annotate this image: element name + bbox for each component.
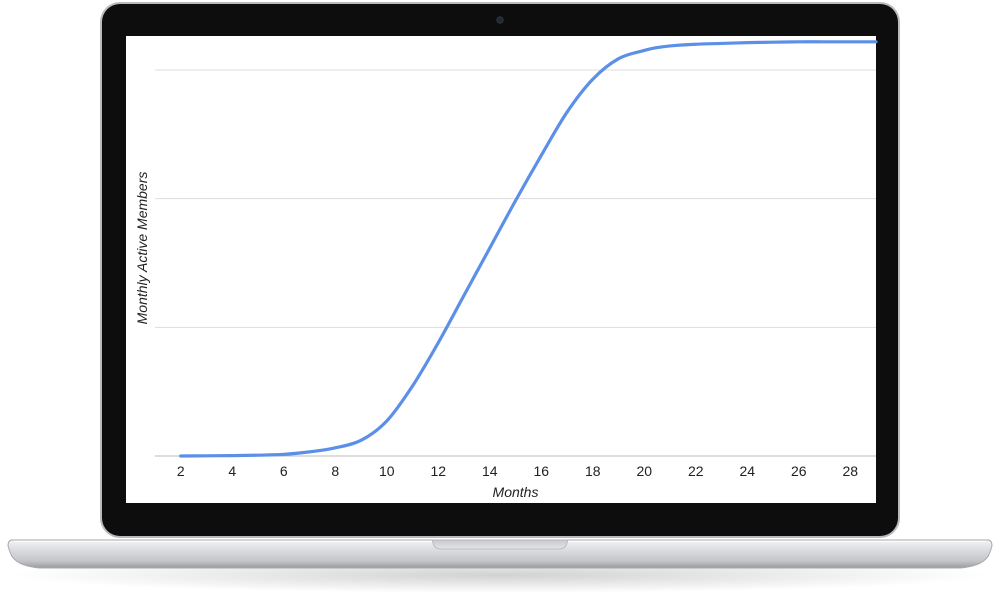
x-tick-label: 6 bbox=[280, 463, 288, 479]
x-tick-label: 18 bbox=[585, 463, 601, 479]
x-axis-title: Months bbox=[493, 484, 539, 500]
series-line-monthly-active-members bbox=[179, 40, 878, 458]
line-chart: 2 4 6 8 10 12 14 16 18 20 22 24 26 28 Months Monthly … bbox=[134, 40, 878, 500]
y-axis-title: Monthly Active Members bbox=[134, 172, 150, 325]
screen bbox=[126, 36, 876, 503]
x-tick-label: 16 bbox=[533, 463, 549, 479]
x-tick-label: 12 bbox=[430, 463, 446, 479]
x-tick-label: 22 bbox=[688, 463, 704, 479]
webcam-icon bbox=[496, 16, 504, 24]
x-axis-ticks: 2 4 6 8 10 12 14 16 18 20 22 24 26 28 bbox=[177, 463, 858, 479]
x-tick-label: 28 bbox=[842, 463, 858, 479]
x-tick-label: 20 bbox=[636, 463, 652, 479]
x-tick-label: 10 bbox=[379, 463, 395, 479]
x-tick-label: 24 bbox=[739, 463, 755, 479]
x-tick-label: 26 bbox=[791, 463, 807, 479]
x-tick-label: 2 bbox=[177, 463, 185, 479]
x-tick-label: 14 bbox=[482, 463, 498, 479]
x-tick-label: 8 bbox=[331, 463, 339, 479]
x-tick-label: 4 bbox=[228, 463, 236, 479]
trackpad-notch bbox=[431, 539, 569, 550]
laptop-base bbox=[7, 539, 993, 569]
